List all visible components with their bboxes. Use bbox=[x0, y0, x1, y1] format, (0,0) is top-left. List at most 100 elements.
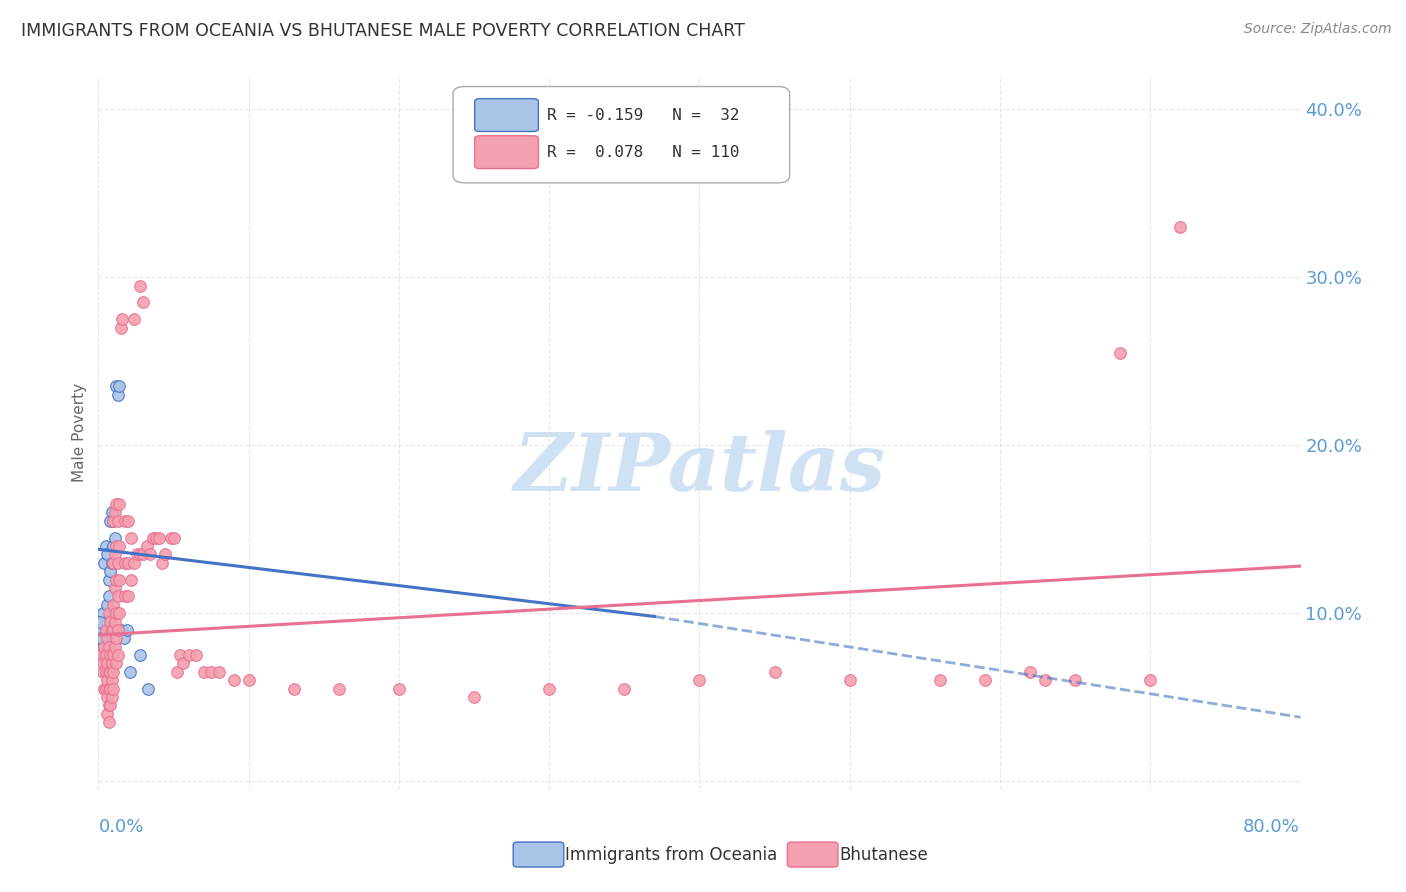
Point bbox=[107, 388, 129, 402]
Y-axis label: Male Poverty: Male Poverty bbox=[72, 383, 87, 483]
Point bbox=[763, 665, 786, 679]
Point bbox=[96, 690, 118, 704]
Point bbox=[101, 673, 124, 688]
Point bbox=[117, 556, 139, 570]
Point bbox=[91, 640, 114, 654]
Point bbox=[222, 673, 245, 688]
Point bbox=[127, 547, 149, 561]
Text: IMMIGRANTS FROM OCEANIA VS BHUTANESE MALE POVERTY CORRELATION CHART: IMMIGRANTS FROM OCEANIA VS BHUTANESE MAL… bbox=[21, 22, 745, 40]
Point bbox=[838, 673, 860, 688]
Point bbox=[107, 556, 129, 570]
Point bbox=[166, 665, 188, 679]
Point bbox=[112, 632, 135, 646]
Point bbox=[184, 648, 207, 662]
Text: ZIPatlas: ZIPatlas bbox=[513, 430, 886, 507]
Point bbox=[138, 547, 160, 561]
Point bbox=[129, 547, 152, 561]
Point bbox=[104, 505, 127, 519]
Point bbox=[100, 564, 122, 578]
FancyBboxPatch shape bbox=[453, 87, 790, 183]
Point bbox=[974, 673, 997, 688]
Point bbox=[97, 681, 120, 696]
Point bbox=[159, 531, 181, 545]
Point bbox=[110, 623, 132, 637]
Point bbox=[177, 648, 200, 662]
Point bbox=[101, 657, 124, 671]
Point bbox=[115, 623, 138, 637]
Point bbox=[108, 573, 131, 587]
Point bbox=[153, 547, 176, 561]
Point bbox=[688, 673, 710, 688]
Point bbox=[94, 665, 117, 679]
Point bbox=[94, 539, 117, 553]
Point bbox=[103, 514, 125, 528]
Point bbox=[121, 573, 143, 587]
Point bbox=[129, 648, 152, 662]
Point bbox=[103, 681, 125, 696]
Point bbox=[103, 514, 125, 528]
Point bbox=[103, 556, 125, 570]
Point bbox=[93, 681, 115, 696]
Point bbox=[107, 590, 129, 604]
Point bbox=[110, 320, 132, 334]
FancyBboxPatch shape bbox=[475, 99, 538, 131]
Point bbox=[96, 657, 118, 671]
Point bbox=[96, 547, 118, 561]
Text: R =  0.078   N = 110: R = 0.078 N = 110 bbox=[547, 145, 740, 160]
Point bbox=[97, 640, 120, 654]
Point bbox=[150, 556, 173, 570]
Point bbox=[96, 706, 118, 721]
Point bbox=[100, 698, 122, 713]
Point bbox=[101, 556, 124, 570]
Point bbox=[90, 623, 112, 637]
Point bbox=[104, 531, 127, 545]
Point bbox=[97, 665, 120, 679]
Text: R = -0.159   N =  32: R = -0.159 N = 32 bbox=[547, 108, 740, 122]
Point bbox=[1019, 665, 1042, 679]
Point bbox=[208, 665, 231, 679]
Point bbox=[105, 606, 128, 620]
Point bbox=[100, 514, 122, 528]
Point bbox=[121, 531, 143, 545]
Point bbox=[93, 556, 115, 570]
Point bbox=[1109, 346, 1132, 360]
Point bbox=[132, 295, 155, 310]
Point bbox=[91, 632, 114, 646]
Point bbox=[124, 556, 146, 570]
Text: Immigrants from Oceania: Immigrants from Oceania bbox=[565, 846, 778, 863]
Point bbox=[388, 681, 411, 696]
Point bbox=[94, 615, 117, 629]
Point bbox=[107, 623, 129, 637]
Point bbox=[328, 681, 350, 696]
Point bbox=[114, 556, 136, 570]
Point bbox=[108, 539, 131, 553]
Point bbox=[200, 665, 222, 679]
Point bbox=[238, 673, 260, 688]
Point bbox=[97, 590, 120, 604]
Point bbox=[105, 539, 128, 553]
Point bbox=[929, 673, 952, 688]
Point bbox=[105, 573, 128, 587]
Point bbox=[91, 665, 114, 679]
Point bbox=[283, 681, 305, 696]
Point bbox=[90, 623, 112, 637]
Point bbox=[136, 681, 159, 696]
Point bbox=[1064, 673, 1087, 688]
Point bbox=[100, 615, 122, 629]
Point bbox=[132, 547, 155, 561]
Point bbox=[117, 514, 139, 528]
Point bbox=[108, 379, 131, 393]
Point bbox=[193, 665, 215, 679]
Point bbox=[613, 681, 636, 696]
Point bbox=[100, 665, 122, 679]
Point bbox=[107, 514, 129, 528]
Point bbox=[107, 648, 129, 662]
Point bbox=[89, 615, 111, 629]
Point bbox=[117, 590, 139, 604]
Point bbox=[108, 606, 131, 620]
Point bbox=[94, 681, 117, 696]
Point bbox=[105, 606, 128, 620]
Point bbox=[101, 623, 124, 637]
Point bbox=[91, 657, 114, 671]
Point bbox=[162, 531, 184, 545]
